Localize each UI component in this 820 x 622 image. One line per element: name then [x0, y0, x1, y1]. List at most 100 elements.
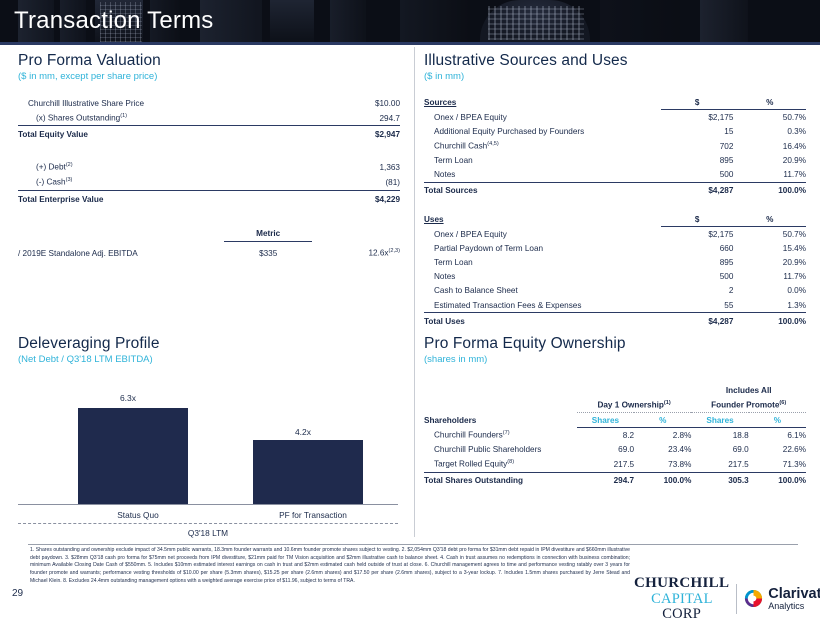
sources-header: Sources	[424, 98, 457, 108]
table-row: (x) Shares Outstanding(1) 294.7	[18, 110, 400, 125]
row-promote-shares: 305.3	[691, 471, 749, 488]
row-label-text: Churchill Cash	[434, 141, 488, 151]
row-promote-percent: 100.0%	[748, 471, 806, 488]
churchill-logo-line1: CHURCHILL	[634, 575, 730, 591]
row-day1-shares: 294.7	[576, 471, 635, 488]
day1-group-header-text: Day 1 Ownership	[597, 400, 664, 410]
row-label-text: (x) Shares Outstanding	[36, 113, 121, 123]
spacer	[18, 142, 337, 160]
row-label: Term Loan	[434, 258, 473, 268]
row-label: Total Shares Outstanding	[424, 471, 577, 488]
table-row-total: Total Uses $4,287 100.0%	[424, 312, 806, 329]
bar-status-quo	[78, 408, 188, 505]
row-promote-shares: 69.0	[732, 445, 749, 455]
sources-and-uses-title: Illustrative Sources and Uses	[424, 52, 628, 69]
row-label: Target Rolled Equity(8)	[424, 457, 577, 472]
table-row: Target Rolled Equity(8) 217.5 73.8% 217.…	[424, 457, 806, 472]
row-percent: 100.0%	[733, 312, 806, 329]
row-value: $2,947	[336, 125, 400, 142]
row-label: Total Sources	[424, 181, 661, 198]
logo-separator	[736, 583, 738, 614]
churchill-logo-capital: CAPITAL	[651, 590, 713, 607]
equity-ownership-subtitle: (shares in mm)	[424, 354, 488, 365]
sources-and-uses-subtitle: ($ in mm)	[424, 71, 465, 82]
row-dollars: 2	[728, 286, 734, 296]
row-multiple: 12.6x(2,3)	[312, 241, 400, 260]
uses-table: Uses $ % Onex / BPEA Equity $2,175 50.7%…	[424, 211, 806, 329]
pro-forma-valuation-title: Pro Forma Valuation	[18, 52, 161, 69]
equity-ownership-panel: Pro Forma Equity Ownership (shares in mm…	[424, 335, 806, 488]
skyline-building	[150, 0, 180, 42]
clarivate-subtitle: Analytics	[768, 600, 805, 611]
row-dollars: $2,175	[708, 229, 734, 239]
row-label-text: Target Rolled Equity	[434, 460, 508, 470]
promote-group-header: Founder Promote(6)	[691, 397, 806, 413]
row-percent: 15.4%	[782, 243, 806, 253]
footnote-ref: (1)	[663, 399, 671, 406]
footnote-ref: (6)	[779, 399, 787, 406]
skyline-building	[270, 0, 314, 42]
building-windows-texture	[488, 6, 584, 40]
chart-x-axis-caption: Q3'18 LTM	[187, 528, 229, 538]
row-label-text: Churchill Founders	[434, 430, 503, 440]
row-label: Term Loan	[434, 156, 473, 166]
chart-axis-line	[18, 504, 398, 505]
footnote-ref: (3)	[65, 177, 73, 184]
footnote-ref: (1)	[120, 112, 128, 119]
slide-title: Transaction Terms	[14, 7, 214, 34]
spacer	[424, 383, 577, 397]
row-label: (-) Cash(3)	[18, 175, 337, 190]
vertical-divider	[414, 47, 415, 537]
row-dollars: $4,287	[660, 312, 734, 329]
row-label: (+) Debt(2)	[18, 160, 337, 175]
row-label: / 2019E Standalone Adj. EBITDA	[18, 248, 138, 258]
spacer	[312, 226, 400, 241]
footnote-ref: (4,5)	[487, 141, 499, 148]
table-row: Notes 500 11.7%	[424, 168, 806, 183]
footer-logos: CHURCHILL CAPITAL CORP Clarivate Analyti…	[634, 575, 820, 622]
bar-pf-for-transaction	[253, 440, 363, 505]
header-divider	[0, 42, 820, 45]
row-label: Additional Equity Purchased by Founders	[434, 126, 585, 136]
skyline-building	[600, 0, 680, 42]
row-label-text: (+) Debt	[36, 163, 66, 173]
spacer-row	[18, 142, 400, 160]
pro-forma-valuation-panel: Pro Forma Valuation ($ in mm, except per…	[18, 52, 400, 260]
row-multiple-text: 12.6x	[368, 248, 389, 258]
row-dollars: 55	[724, 300, 734, 310]
row-value: $10.00	[374, 98, 400, 108]
column-header-dollars: $	[660, 95, 734, 111]
chart-dashed-separator	[18, 523, 398, 524]
deleveraging-bar-chart: 6.3x 4.2x	[18, 375, 398, 505]
row-label: (x) Shares Outstanding(1)	[18, 110, 337, 125]
row-percent: 11.7%	[783, 272, 806, 282]
table-row: Partial Paydown of Term Loan 660 15.4%	[424, 241, 806, 255]
row-dollars: 500	[719, 170, 734, 180]
table-row: (+) Debt(2) 1,363	[18, 160, 400, 175]
table-row-total: Total Enterprise Value $4,229	[18, 189, 400, 207]
clarivate-mark-icon	[744, 589, 763, 608]
deleveraging-title: Deleveraging Profile	[18, 335, 160, 352]
table-row: Estimated Transaction Fees & Expenses 55…	[424, 298, 806, 313]
group-header-row-1: Includes All	[424, 383, 806, 397]
row-day1-shares: 69.0	[618, 445, 635, 455]
table-row: Notes 500 11.7%	[424, 270, 806, 284]
skyline-building	[480, 0, 590, 42]
footnote-ref: (8)	[507, 459, 515, 466]
row-percent: 11.7%	[783, 170, 806, 180]
chart-category-label-pf-transaction: PF for Transaction	[279, 510, 347, 520]
table-row: Onex / BPEA Equity $2,175 50.7%	[424, 227, 806, 242]
row-metric: $335	[259, 248, 278, 258]
footnotes-text: 1. Shares outstanding and ownership excl…	[30, 547, 630, 584]
table-row: Cash to Balance Sheet 2 0.0%	[424, 284, 806, 298]
column-header-promote-shares: Shares	[691, 412, 749, 429]
table-row: Churchill Founders(7) 8.2 2.8% 18.8 6.1%	[424, 428, 806, 443]
row-value: $4,229	[336, 189, 400, 207]
row-day1-percent: 23.4%	[668, 445, 692, 455]
sources-and-uses-panel: Illustrative Sources and Uses ($ in mm) …	[424, 52, 806, 329]
spacer	[337, 142, 400, 160]
row-promote-percent: 22.6%	[782, 445, 806, 455]
clarivate-analytics-logo: Clarivate Analytics	[744, 587, 820, 611]
column-header-row: Shareholders Shares % Shares %	[424, 412, 806, 429]
row-dollars: 895	[719, 156, 734, 166]
